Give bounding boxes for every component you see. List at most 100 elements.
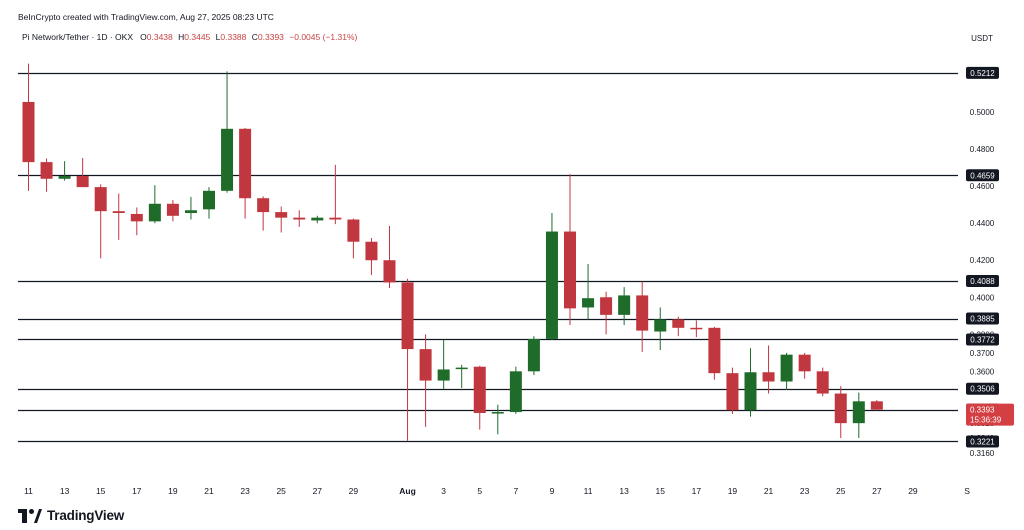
x-tick-label: 15 [96,486,106,496]
level-badge-label: 0.3772 [970,335,995,344]
tradingview-logo-icon [18,508,42,523]
x-tick-label: 29 [349,486,359,496]
current-price-label: 0.3393 [970,406,995,415]
x-tick-label: 19 [728,486,738,496]
level-badge [966,333,999,346]
x-tick-label: 25 [276,486,286,496]
candle-body-down [762,372,775,382]
level-badge-label: 0.3506 [970,385,995,394]
x-tick-label: 17 [132,486,142,496]
x-tick-label: 5 [477,486,482,496]
candle-body-down [473,366,486,413]
level-badges: 0.5212 0.4659 0.4088 0.3885 0.3772 0.3506 0.33… [966,66,1014,448]
change-value: −0.0045 (−1.31%) [289,32,358,42]
candle-body-down [94,187,107,212]
level-badge [966,66,999,79]
x-tick-label: 21 [764,486,774,496]
x-tick-label: 21 [204,486,214,496]
time-axis[interactable]: 11 13 15 17 19 21 23 25 27 29 Aug 3 5 7 9 11 13 15 17 19 21 2… [24,486,970,496]
candle-body-up [437,369,450,381]
candle-body-down [347,219,360,242]
x-tick-label: 25 [836,486,846,496]
candle-body-down [726,373,739,411]
x-tick-label: 9 [550,486,555,496]
low-value: 0.3388 [220,32,247,42]
x-tick-label: Aug [399,486,416,496]
x-tick-label: 27 [313,486,323,496]
close-label: C [251,32,258,42]
currency-label[interactable]: USDT [971,34,993,43]
candle-body-up [184,210,197,214]
candle-body-up [455,367,468,370]
candle-body-up [527,338,540,372]
level-badge [966,169,999,182]
candle-body-up [148,203,161,222]
x-tick-label: 11 [584,486,593,496]
candle-body-down [816,371,829,394]
symbol-name[interactable]: Pi Network/Tether · 1D · OKX [22,32,134,42]
level-badge [966,274,999,287]
candle-body-up [311,217,324,221]
y-tick-label: 0.4200 [970,256,995,265]
current-price-badge [966,403,1014,426]
candle-body-up [58,176,71,179]
y-tick-label: 0.3160 [970,449,995,458]
tradingview-brand[interactable]: TradingView [18,508,124,523]
candle-body-down [275,212,288,218]
x-tick-label: 19 [168,486,178,496]
x-tick-label: 3 [441,486,446,496]
x-tick-label: 11 [24,486,33,496]
candle-body-down [564,231,576,309]
x-tick-label: 17 [692,486,702,496]
candle-body-down [690,327,703,330]
candle-body-down [870,401,883,410]
brand-name: TradingView [47,508,125,523]
open-label: O [140,32,147,42]
candle-body-down [419,349,432,381]
y-tick-label: 0.4800 [970,145,995,154]
y-tick-label: 0.4400 [970,219,995,228]
candle-body-down [166,203,179,216]
candle-body-down [239,128,252,199]
open-value: 0.3438 [146,32,173,42]
level-badge-label: 0.5212 [970,69,995,78]
x-tick-label: 7 [513,486,518,496]
level-badge-label: 0.3221 [970,437,995,446]
countdown-label: 15:36:39 [970,416,1002,425]
candle-body-up [509,371,522,413]
candle-body-up [618,295,631,315]
level-badge [966,312,999,325]
candle-body-up [582,298,595,308]
candle-body-down [834,393,847,424]
chart-caption: BeInCrypto created with TradingView.com,… [18,12,274,22]
level-badge-label: 0.4659 [970,171,995,180]
candle-body-down [329,217,342,220]
high-label: H [178,32,185,42]
candle-body-up [744,372,757,411]
candle-body-down [636,295,649,331]
close-value: 0.3393 [257,32,284,42]
candle-body-down [798,354,811,372]
candle-body-down [130,213,143,222]
candle-body-up [491,412,504,414]
candle-body-down [365,241,378,261]
x-tick-label: 13 [60,486,70,496]
x-tick-label: 23 [800,486,810,496]
y-tick-label: 0.4600 [970,182,995,191]
x-tick-label: S [964,486,970,496]
candle-body-up [221,128,234,191]
candle-body-down [22,101,35,163]
candle-body-down [383,260,396,283]
candle-body-down [600,297,613,315]
candle-body-down [76,176,89,188]
x-tick-label: 13 [619,486,629,496]
low-label: L [215,32,221,42]
candle-body-down [112,211,125,214]
x-tick-label: 23 [240,486,250,496]
candle-body-down [257,198,270,213]
x-tick-label: 27 [872,486,882,496]
candle-body-down [401,282,414,350]
candle-body-up [852,401,865,424]
support-resistance-lines [18,72,958,443]
